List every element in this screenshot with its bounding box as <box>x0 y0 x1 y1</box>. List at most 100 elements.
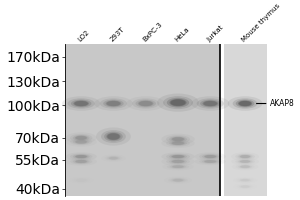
Ellipse shape <box>77 179 85 181</box>
Ellipse shape <box>205 155 216 158</box>
Ellipse shape <box>139 101 153 106</box>
Ellipse shape <box>239 185 251 188</box>
Ellipse shape <box>136 100 156 107</box>
Ellipse shape <box>96 127 131 146</box>
Ellipse shape <box>239 101 251 106</box>
Ellipse shape <box>172 155 184 158</box>
Ellipse shape <box>75 179 88 182</box>
Ellipse shape <box>239 160 251 163</box>
Ellipse shape <box>132 98 159 109</box>
Ellipse shape <box>171 141 185 145</box>
Ellipse shape <box>107 156 120 160</box>
Ellipse shape <box>169 141 187 146</box>
Ellipse shape <box>164 177 192 184</box>
Ellipse shape <box>104 132 123 141</box>
Ellipse shape <box>172 179 184 182</box>
Ellipse shape <box>65 152 97 161</box>
Ellipse shape <box>75 136 88 140</box>
Ellipse shape <box>228 96 262 111</box>
Ellipse shape <box>70 158 92 165</box>
Ellipse shape <box>202 154 219 159</box>
Ellipse shape <box>70 138 92 145</box>
Text: LO2: LO2 <box>77 29 91 43</box>
Ellipse shape <box>62 96 100 111</box>
Ellipse shape <box>101 155 126 162</box>
Ellipse shape <box>237 184 253 189</box>
Ellipse shape <box>169 136 187 142</box>
Ellipse shape <box>202 160 219 163</box>
Ellipse shape <box>76 155 87 158</box>
Ellipse shape <box>240 160 250 163</box>
Ellipse shape <box>238 154 253 159</box>
Ellipse shape <box>103 100 124 107</box>
Ellipse shape <box>232 163 258 170</box>
Ellipse shape <box>65 157 97 166</box>
Ellipse shape <box>68 98 95 109</box>
Text: BxPC-3: BxPC-3 <box>142 21 163 43</box>
Ellipse shape <box>240 155 250 158</box>
Ellipse shape <box>75 140 88 144</box>
Ellipse shape <box>172 160 184 163</box>
Ellipse shape <box>171 99 185 106</box>
Ellipse shape <box>168 178 188 183</box>
Ellipse shape <box>238 179 252 182</box>
Ellipse shape <box>109 157 118 159</box>
Ellipse shape <box>171 137 185 141</box>
Ellipse shape <box>238 165 252 169</box>
Ellipse shape <box>166 140 190 147</box>
Ellipse shape <box>231 152 259 161</box>
Ellipse shape <box>235 154 255 160</box>
Ellipse shape <box>238 101 252 107</box>
Ellipse shape <box>171 178 185 182</box>
Ellipse shape <box>76 179 86 181</box>
Ellipse shape <box>157 94 199 112</box>
Ellipse shape <box>71 100 92 107</box>
Text: 293T: 293T <box>109 26 126 43</box>
Ellipse shape <box>106 101 120 106</box>
Ellipse shape <box>233 98 257 109</box>
Ellipse shape <box>162 163 194 170</box>
Ellipse shape <box>172 141 184 145</box>
Ellipse shape <box>101 130 126 143</box>
Ellipse shape <box>76 140 87 144</box>
Ellipse shape <box>172 165 184 168</box>
Ellipse shape <box>199 154 221 160</box>
Ellipse shape <box>169 165 186 169</box>
Ellipse shape <box>231 158 259 165</box>
Ellipse shape <box>73 159 89 164</box>
Ellipse shape <box>75 155 88 158</box>
Ellipse shape <box>105 156 122 161</box>
Ellipse shape <box>240 185 250 188</box>
Ellipse shape <box>94 96 133 111</box>
Ellipse shape <box>169 154 187 159</box>
Ellipse shape <box>73 139 89 144</box>
Ellipse shape <box>236 164 254 169</box>
Ellipse shape <box>200 100 220 107</box>
Bar <box>65 44 220 196</box>
Ellipse shape <box>76 136 87 140</box>
Ellipse shape <box>167 164 189 169</box>
Ellipse shape <box>107 133 120 140</box>
Ellipse shape <box>161 134 195 145</box>
Ellipse shape <box>73 178 90 182</box>
Ellipse shape <box>173 179 183 181</box>
Ellipse shape <box>161 138 195 148</box>
Ellipse shape <box>203 101 217 106</box>
Ellipse shape <box>236 100 254 107</box>
Ellipse shape <box>169 99 187 106</box>
Ellipse shape <box>240 179 250 181</box>
Ellipse shape <box>235 159 255 164</box>
Ellipse shape <box>204 155 217 158</box>
Ellipse shape <box>138 101 154 107</box>
Ellipse shape <box>169 159 187 164</box>
Ellipse shape <box>166 154 190 160</box>
Ellipse shape <box>205 160 216 163</box>
Ellipse shape <box>166 135 190 143</box>
Ellipse shape <box>75 160 88 163</box>
Ellipse shape <box>172 137 184 141</box>
Ellipse shape <box>191 96 230 111</box>
Ellipse shape <box>241 186 249 188</box>
Ellipse shape <box>236 178 254 182</box>
Ellipse shape <box>171 155 185 158</box>
Ellipse shape <box>172 165 184 168</box>
